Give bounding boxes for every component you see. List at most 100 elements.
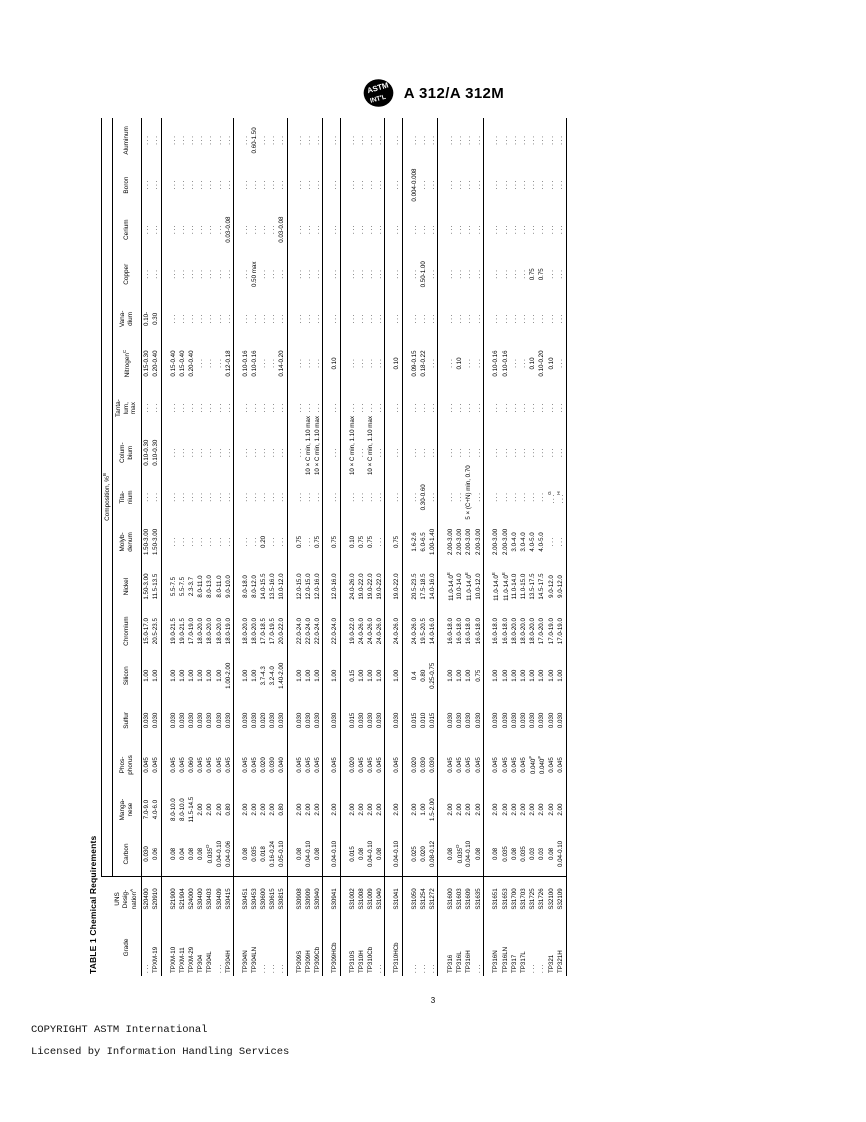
cell-boron: . . . <box>529 180 537 190</box>
cell-carbon: 0.08 <box>492 847 500 860</box>
cell-phosphorus: 0.045 <box>223 742 234 788</box>
cell-chromium: 17.0-18.5 <box>260 618 268 645</box>
cell-copper: . . . <box>197 269 205 279</box>
spacer-cell <box>483 475 491 520</box>
cell-silicon: 1.00 <box>465 669 473 682</box>
cell-sulfur: 0.030 <box>547 712 555 729</box>
col-label-cerium: Cerium <box>122 219 130 240</box>
cell-titanium: 5 × (C+N) min, 0.70 <box>465 465 473 520</box>
spacer-cell <box>161 386 169 431</box>
cell-boron: . . . <box>519 180 527 190</box>
spacer-cell <box>233 743 241 788</box>
cell-copper: . . . <box>277 251 288 297</box>
cell-vanadium: . . . <box>277 296 288 342</box>
table-row: . . . S31635 0.08 2.00 0.045 0.030 0.75 16.0-18… <box>473 118 484 976</box>
cell-aluminum: . . . <box>419 136 427 145</box>
cell-vanadium: . . . <box>295 314 303 324</box>
spacer-cell <box>402 564 410 609</box>
cell-titanium: . . . <box>251 493 259 502</box>
table-row: TP304 S30400 0.08 2.00 0.045 0.030 1.00 18.0-20… <box>196 118 206 976</box>
cell-copper: . . . <box>366 269 374 279</box>
cell-copper: 0.75 <box>529 268 537 281</box>
cell-silicon: 0.15 <box>348 669 356 682</box>
cell-uns: S30409 <box>214 876 224 921</box>
footnote-marker: E <box>491 572 497 576</box>
table-row: TP316 S31600 0.08 2.00 0.045 0.030 1.00 16.0-18… <box>445 118 455 976</box>
cell-chromium: 17.0-19.0 <box>556 608 567 654</box>
cell-boron: . . . <box>492 180 500 190</box>
spacer-cell <box>385 653 393 698</box>
spacer-cell <box>233 876 242 921</box>
cell-silicon: 1.00 <box>446 669 454 682</box>
cell-vanadium: . . . <box>465 314 473 324</box>
cell-sulfur: 0.030 <box>330 698 341 743</box>
cell-chromium: 16.0-18.0 <box>456 618 463 645</box>
group-spacer-row <box>287 118 295 976</box>
cell-tantalum: . . . <box>295 403 303 413</box>
cell-nitrogen: 0.15-0.40 <box>178 350 186 377</box>
table-row: . . . S30815 0.05-0.10 0.80 0.040 0.030 1.40-2… <box>277 118 288 976</box>
cell-phosphorus: 0.045 <box>151 742 162 788</box>
spacer-cell <box>483 609 491 654</box>
spacer-cell <box>385 297 393 342</box>
spacer-cell <box>287 297 295 342</box>
cell-sulfur: 0.030 <box>357 712 365 729</box>
cell-carbon: 0.08 <box>313 831 323 877</box>
spacer-cell <box>340 118 348 163</box>
cell-uns: S30908 <box>294 876 304 921</box>
cell-titanium: . . . <box>428 475 438 520</box>
cell-nitrogen: . . . <box>260 359 268 368</box>
cell-aluminum: . . . <box>151 118 162 163</box>
spacer-cell <box>483 252 491 297</box>
cell-cerium: . . . <box>529 225 537 234</box>
footnote-marker: E <box>500 572 506 576</box>
table-row: TP310Cb S31009 0.04-0.10 2.00 0.045 0.030 1.00… <box>366 118 376 976</box>
cell-copper: . . . <box>206 269 214 279</box>
cell-uns: S31609 <box>464 876 474 921</box>
cell-grade: TP317L <box>519 951 527 973</box>
cell-cerium: . . . <box>260 225 268 234</box>
cell-columbium: . . . <box>242 448 250 458</box>
col-head-uns: UNS Desig-nationA <box>112 876 142 921</box>
spacer-cell <box>483 386 491 431</box>
cell-tantalum: . . . <box>357 403 365 413</box>
cell-tantalum: . . . <box>492 403 500 413</box>
cell-titanium: . . . <box>215 493 223 502</box>
cell-uns: S30453 <box>250 876 260 921</box>
cell-molybdenum: 4.0-5.0 <box>529 532 537 552</box>
spacer-cell <box>287 832 295 877</box>
cell-nitrogen: 0.15-0.30 <box>143 350 151 377</box>
cell-sulfur: 0.030 <box>187 712 195 729</box>
cell-aluminum: . . . <box>304 136 312 145</box>
cell-sulfur: 0.030 <box>269 712 277 729</box>
spacer-cell <box>402 653 410 698</box>
spacer-cell <box>161 118 169 163</box>
table-row: TP316H S31609 0.04-0.10 2.00 0.045 0.030 1.00 1… <box>464 118 474 976</box>
cell-grade: . . . <box>410 964 418 973</box>
cell-manganese: 2.00 <box>473 787 484 832</box>
spacer-cell <box>340 698 348 743</box>
cell-nickel: 17.5-18.5 <box>419 573 427 600</box>
cell-phosphorus: 0.045 <box>446 757 454 773</box>
cell-sulfur: 0.030 <box>446 712 454 729</box>
cell-nickel: 14.0-16.0 <box>428 564 438 609</box>
cell-tantalum: . . . <box>501 403 509 413</box>
cell-aluminum: . . . <box>392 118 403 163</box>
cell-columbium: . . . <box>492 448 500 458</box>
cell-vanadium: . . . <box>410 314 418 324</box>
spacer-cell <box>323 207 331 252</box>
cell-tantalum: . . . <box>223 385 234 431</box>
cell-grade: TP304L <box>206 951 214 973</box>
group-spacer-row <box>233 118 242 976</box>
spacer-cell <box>483 341 491 386</box>
cell-columbium: . . . <box>510 448 518 458</box>
cell-phosphorus: 0.045 <box>501 757 509 773</box>
cell-silicon: 1.00 <box>529 669 537 682</box>
cell-vanadium: . . . <box>187 314 195 324</box>
cell-boron: 0.004-0.008 <box>410 168 418 202</box>
cell-grade: TP309HCb <box>330 921 341 976</box>
cell-aluminum: . . . <box>348 136 356 145</box>
spacer-cell <box>438 698 446 743</box>
cell-chromium: 24.0-26.0 <box>357 618 365 645</box>
cell-manganese: 2.00 <box>215 803 223 816</box>
